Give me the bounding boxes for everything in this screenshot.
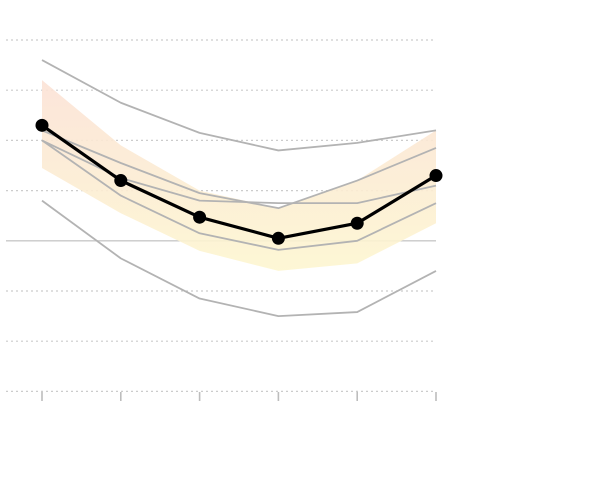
data-point	[350, 216, 364, 230]
reference-line	[41, 129, 437, 210]
data-point	[429, 169, 443, 183]
x-axis-ticks	[41, 392, 437, 401]
uncertainty-band	[42, 80, 436, 271]
reference-line	[41, 199, 437, 318]
main-series-line	[41, 124, 437, 240]
reference-line	[41, 139, 437, 251]
data-point	[193, 210, 207, 224]
reference-line	[41, 59, 437, 152]
main-series	[35, 118, 443, 245]
reference-lines	[41, 59, 437, 318]
data-point	[35, 118, 49, 132]
data-point	[114, 174, 128, 188]
data-point	[271, 231, 285, 245]
band-area	[42, 80, 436, 271]
